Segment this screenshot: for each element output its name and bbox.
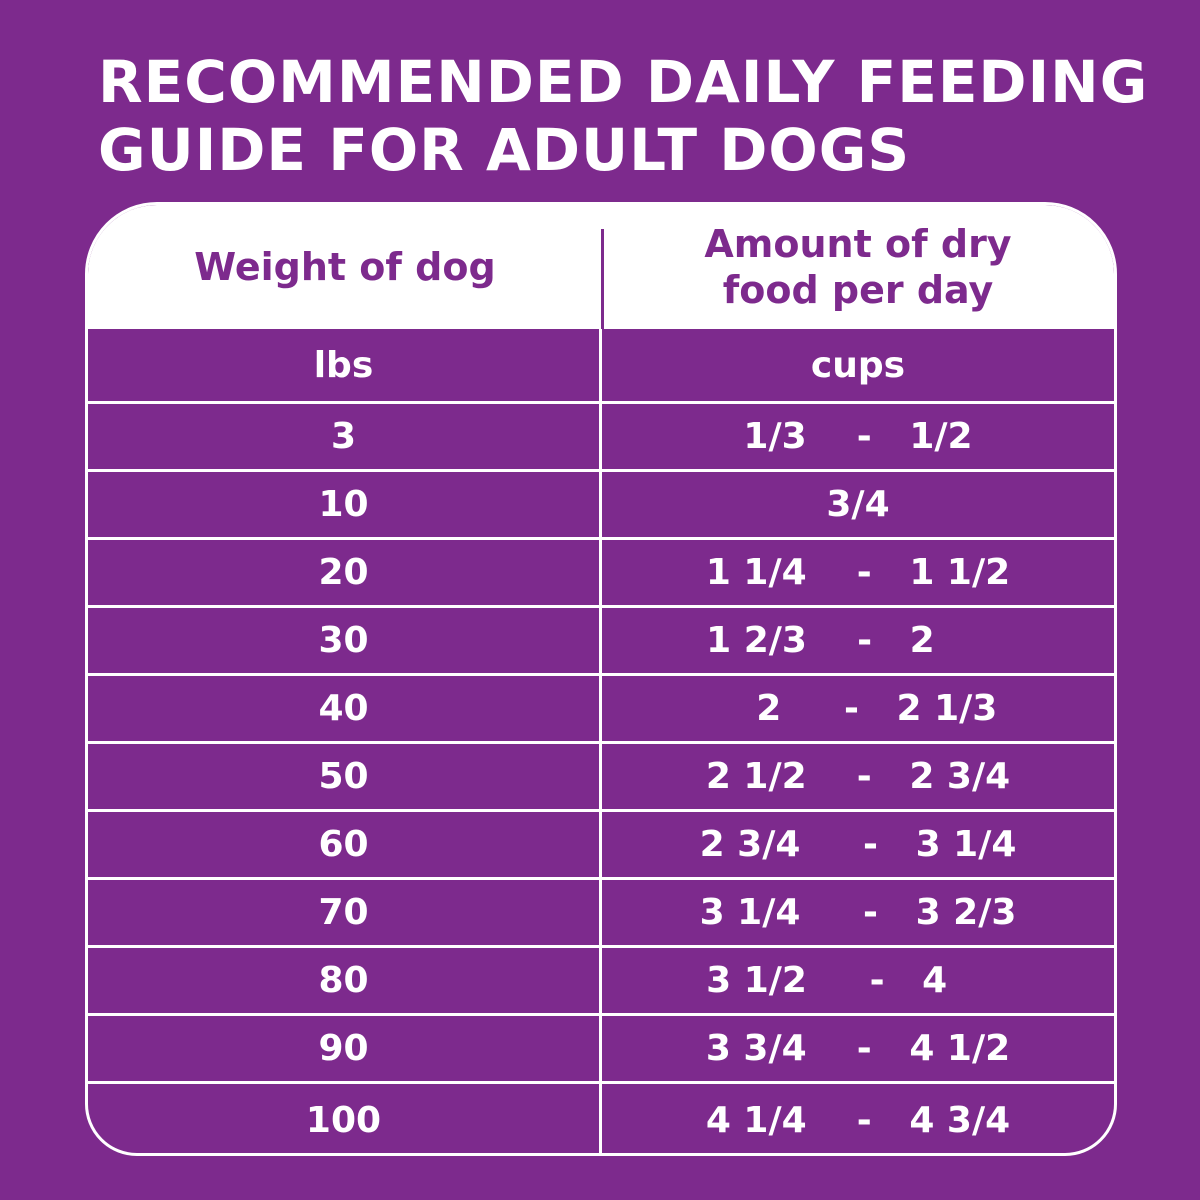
header-amount: Amount of dry food per day (704, 222, 1012, 312)
table-row: 90 3 3/4 - 4 1/2 (88, 1013, 1114, 1081)
title-line-2: GUIDE FOR ADULT DOGS (98, 116, 911, 184)
amount-cell: 1/3 - 1/2 (743, 416, 973, 457)
amount-cell: 3 1/2 - 4 (706, 960, 1010, 1001)
table-row: 60 2 3/4 - 3 1/4 (88, 809, 1114, 877)
weight-cell: 40 (88, 676, 602, 741)
table-row: 50 2 1/2 - 2 3/4 (88, 741, 1114, 809)
amount-cell: 2 - 2 1/3 (718, 688, 998, 729)
weight-cell: 70 (88, 880, 602, 945)
table-row: 100 4 1/4 - 4 3/4 (88, 1081, 1114, 1153)
weight-cell: 30 (88, 608, 602, 673)
amount-cell: 1 2/3 - 2 (706, 620, 1010, 661)
table-row: 10 3/4 (88, 469, 1114, 537)
amount-cell: 3/4 (826, 484, 890, 525)
units-row: lbs cups (88, 329, 1114, 401)
header-divider (601, 229, 604, 329)
weight-cell: 80 (88, 948, 602, 1013)
amount-cell: 1 1/4 - 1 1/2 (705, 552, 1011, 593)
table-row: 3 1/3 - 1/2 (88, 401, 1114, 469)
weight-cell: 50 (88, 744, 602, 809)
title-line-1: RECOMMENDED DAILY FEEDING (98, 48, 1149, 116)
amount-cell: 3 1/4 - 3 2/3 (699, 892, 1017, 933)
page-title: RECOMMENDED DAILY FEEDING GUIDE FOR ADUL… (98, 48, 1148, 184)
weight-cell: 90 (88, 1016, 602, 1081)
amount-cell: 3 3/4 - 4 1/2 (705, 1028, 1011, 1069)
table-row: 20 1 1/4 - 1 1/2 (88, 537, 1114, 605)
table-row: 40 2 - 2 1/3 (88, 673, 1114, 741)
table-row: 80 3 1/2 - 4 (88, 945, 1114, 1013)
weight-cell: 20 (88, 540, 602, 605)
table-header: Weight of dog Amount of dry food per day (88, 205, 1114, 329)
weight-cell: 60 (88, 812, 602, 877)
header-weight: Weight of dog (194, 245, 496, 289)
weight-cell: 100 (88, 1084, 602, 1153)
table-row: 30 1 2/3 - 2 (88, 605, 1114, 673)
table-row: 70 3 1/4 - 3 2/3 (88, 877, 1114, 945)
weight-cell: 3 (88, 404, 602, 469)
unit-weight: lbs (88, 329, 602, 401)
amount-cell: 2 1/2 - 2 3/4 (705, 756, 1011, 797)
unit-amount: cups (810, 344, 906, 386)
amount-cell: 4 1/4 - 4 3/4 (705, 1099, 1011, 1141)
amount-cell: 2 3/4 - 3 1/4 (699, 824, 1017, 865)
feeding-table: Weight of dog Amount of dry food per day… (85, 202, 1117, 1156)
weight-cell: 10 (88, 472, 602, 537)
